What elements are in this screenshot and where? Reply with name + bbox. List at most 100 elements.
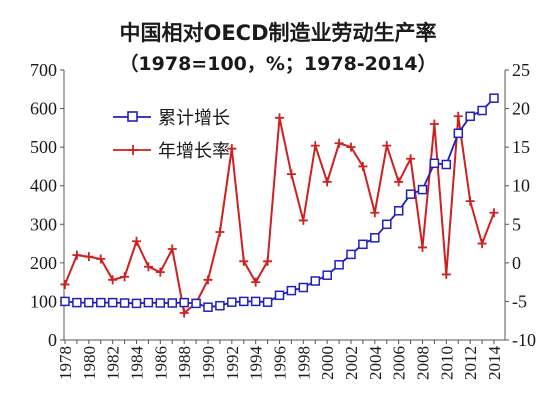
- growth-rate-point: [418, 242, 427, 252]
- growth-rate-point: [72, 250, 82, 260]
- growth-rate-point: [429, 119, 439, 129]
- growth-rate-point: [298, 215, 308, 225]
- cumulative-point: [298, 282, 309, 293]
- growth-rate-point: [334, 138, 344, 148]
- legend-label-cumulative: 累计增长: [158, 108, 230, 129]
- growth-rate-point: [263, 256, 273, 266]
- growth-rate-point: [60, 279, 70, 289]
- cumulative-point: [370, 233, 380, 243]
- x-tick-label: 1990: [199, 346, 218, 380]
- growth-rate-point: [203, 275, 213, 285]
- right-tick-label: 20: [512, 99, 530, 119]
- cumulative-point: [346, 249, 356, 260]
- right-tick-label: 25: [512, 60, 530, 80]
- cumulative-point: [274, 290, 285, 301]
- growth-rate-point: [132, 236, 141, 246]
- cumulative-point: [477, 105, 487, 116]
- legend-label-growth: 年增长率: [158, 141, 230, 162]
- cumulative-point: [191, 298, 201, 309]
- x-tick-label: 1980: [80, 346, 99, 380]
- x-tick-label: 1996: [271, 346, 290, 380]
- cumulative-point: [72, 297, 82, 308]
- growth-rate-point: [441, 269, 451, 279]
- cumulative-point: [262, 297, 273, 307]
- x-tick-label: 2000: [318, 346, 337, 380]
- cumulative-point: [453, 128, 464, 139]
- left-tick-label: 400: [30, 176, 57, 196]
- cumulative-point: [131, 298, 142, 309]
- cumulative-point: [382, 219, 392, 230]
- growth-rate-point: [322, 177, 332, 187]
- x-tick-label: 2004: [366, 346, 385, 381]
- x-tick-label: 1986: [151, 346, 170, 380]
- chart-title: 中国相对OECD制造业劳动生产率: [119, 21, 436, 45]
- growth-rate-point: [370, 208, 380, 218]
- growth-rate-point: [382, 141, 392, 151]
- x-tick-label: 2006: [390, 346, 409, 380]
- growth-rate-point: [346, 142, 356, 152]
- cumulative-point: [119, 298, 130, 308]
- growth-rate-point: [286, 169, 296, 179]
- right-tick-label: 5: [512, 214, 521, 234]
- cumulative-point: [179, 297, 189, 308]
- cumulative-point: [441, 159, 452, 170]
- growth-rate-point: [227, 144, 237, 154]
- cumulative-point: [155, 298, 166, 308]
- cumulative-point: [417, 184, 428, 195]
- right-tick-label: 15: [512, 137, 530, 157]
- growth-rate-point: [489, 208, 499, 218]
- cumulative-point: [60, 296, 70, 307]
- growth-rate-point: [453, 111, 463, 121]
- right-axis-ticks: -10 -5 0 5 10 15 20 25: [505, 60, 536, 350]
- cumulative-point: [405, 189, 416, 199]
- cumulative-point: [286, 285, 297, 296]
- left-axis-ticks: 0 100 200 300 400 500 600 700: [30, 60, 64, 350]
- x-tick-label: 1978: [56, 346, 75, 380]
- right-tick-label: 10: [512, 176, 530, 196]
- cumulative-point: [167, 298, 178, 308]
- series-growth-rate: [60, 111, 499, 318]
- x-tick-label: 2008: [414, 346, 433, 380]
- right-tick-label: -5: [512, 291, 527, 311]
- growth-rate-point: [155, 267, 165, 277]
- cumulative-point: [215, 300, 225, 311]
- x-tick-label: 1982: [104, 346, 123, 380]
- left-tick-label: 700: [30, 60, 57, 80]
- left-tick-label: 300: [30, 214, 57, 234]
- cumulative-point: [334, 260, 344, 270]
- growth-rate-point: [215, 227, 225, 237]
- growth-rate-point: [465, 196, 475, 206]
- chart-subtitle: （1978=100，%；1978-2014）: [119, 52, 436, 75]
- x-tick-label: 1994: [247, 346, 266, 381]
- x-tick-label: 2010: [437, 346, 456, 380]
- axes: [63, 70, 506, 341]
- cumulative-point: [322, 270, 332, 280]
- cumulative-point: [465, 111, 475, 122]
- growth-rate-point: [179, 308, 189, 318]
- x-tick-label: 2012: [461, 346, 480, 380]
- cumulative-point: [239, 296, 249, 307]
- left-tick-label: 100: [30, 291, 57, 311]
- growth-rate-point: [96, 254, 106, 264]
- growth-rate-point: [120, 272, 130, 282]
- cumulative-point: [107, 297, 118, 308]
- cumulative-point: [227, 297, 237, 307]
- x-tick-label: 2002: [342, 346, 361, 380]
- right-tick-label: 0: [512, 253, 521, 273]
- series-cumulative: [60, 93, 499, 312]
- legend: 累计增长 年增长率: [113, 108, 230, 162]
- x-tick-label: 1992: [223, 346, 242, 380]
- legend-marker-cumulative: [127, 111, 138, 122]
- growth-rate-point: [275, 113, 284, 123]
- growth-rate-point: [239, 256, 249, 266]
- x-tick-label: 2014: [485, 346, 504, 381]
- growth-rate-point: [251, 277, 261, 287]
- growth-rate-point: [310, 141, 320, 151]
- left-tick-label: 0: [48, 330, 57, 350]
- growth-rate-point: [406, 154, 416, 164]
- x-tick-label: 1998: [294, 346, 313, 380]
- legend-marker-growth: [128, 145, 138, 155]
- growth-rate-point: [167, 244, 177, 254]
- cumulative-point: [310, 276, 321, 286]
